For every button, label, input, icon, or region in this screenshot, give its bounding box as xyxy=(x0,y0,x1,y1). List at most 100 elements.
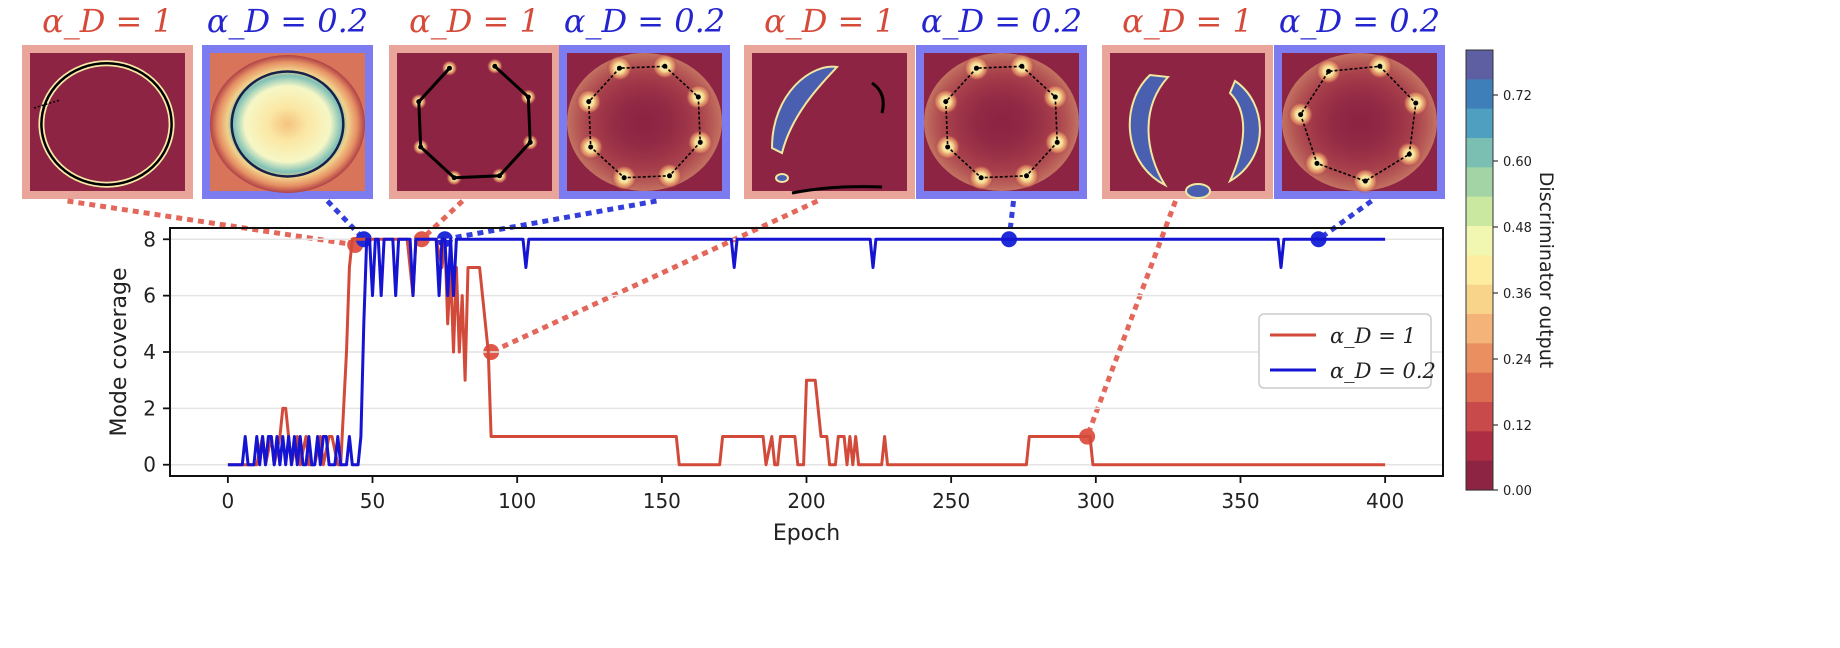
inset-heading: α_D = 1 xyxy=(764,2,895,40)
x-tick-label: 350 xyxy=(1221,489,1259,513)
colorbar-tick-label: 0.24 xyxy=(1503,353,1532,368)
colorbar-segment xyxy=(1466,460,1493,491)
mode-point xyxy=(616,65,622,71)
connector-3 xyxy=(444,198,657,242)
mode-point xyxy=(1052,94,1058,100)
discriminator-blob xyxy=(770,65,840,155)
y-tick-label: 2 xyxy=(143,396,156,420)
colorbar-segment xyxy=(1466,196,1493,227)
mode-point xyxy=(1314,160,1320,166)
colorbar-label: Discriminator output xyxy=(1535,172,1557,368)
colorbar-segment xyxy=(1466,79,1493,110)
colorbar-segment xyxy=(1466,255,1493,286)
series-line-1 xyxy=(227,237,1386,467)
mode-point xyxy=(973,65,979,71)
colorbar-segment xyxy=(1466,226,1493,256)
connector-4 xyxy=(490,198,819,355)
colorbar-segment xyxy=(1466,402,1493,432)
inset-panel-1: α_D = 0.2 xyxy=(202,2,373,199)
y-tick-label: 0 xyxy=(143,453,156,477)
inset-heading: α_D = 1 xyxy=(1122,2,1253,40)
mode-point xyxy=(446,65,452,71)
y-axis-label: Mode coverage xyxy=(107,267,132,436)
discriminator-field xyxy=(210,55,365,193)
discriminator-blob xyxy=(1185,183,1211,199)
colorbar-tick-label: 0.00 xyxy=(1503,484,1532,499)
mode-point xyxy=(1413,100,1419,106)
colorbar-tick-label: 0.72 xyxy=(1503,89,1532,104)
inset-heading: α_D = 1 xyxy=(42,2,173,40)
colorbar-frame xyxy=(1465,49,1494,491)
inset-panel-0: α_D = 1 xyxy=(22,2,193,199)
x-tick-label: 0 xyxy=(221,489,234,513)
y-tick-label: 8 xyxy=(143,227,156,251)
sample-ring xyxy=(230,70,345,178)
colorbar-segment xyxy=(1466,284,1493,315)
inset-heading: α_D = 1 xyxy=(409,2,540,40)
mode-point xyxy=(416,99,422,105)
mode-point xyxy=(418,144,424,150)
mode-point xyxy=(1024,173,1030,179)
x-axis-label: Epoch xyxy=(773,521,840,546)
inset-panel-3: α_D = 0.2 xyxy=(559,2,730,199)
mode-point xyxy=(697,139,703,145)
inset-background xyxy=(397,53,552,191)
sample-ring xyxy=(40,62,173,186)
mode-point xyxy=(1362,178,1368,184)
inset-heading: α_D = 0.2 xyxy=(564,2,725,40)
x-tick-label: 200 xyxy=(787,489,825,513)
legend-label: α_D = 0.2 xyxy=(1330,359,1436,383)
x-tick-label: 100 xyxy=(498,489,536,513)
x-tick-label: 400 xyxy=(1366,489,1404,513)
connector-1 xyxy=(325,199,366,241)
colorbar-segment xyxy=(1466,314,1493,344)
mode-point xyxy=(492,63,498,69)
mode-point xyxy=(945,144,951,150)
mode-point xyxy=(662,63,668,69)
sample-path xyxy=(871,81,885,114)
connector-6 xyxy=(1084,200,1178,438)
mode-point xyxy=(695,94,701,100)
legend: α_D = 1 α_D = 0.2 xyxy=(1258,313,1436,389)
discriminator-blob xyxy=(1128,73,1171,188)
discriminator-blob xyxy=(775,173,789,183)
colorbar-segment xyxy=(1466,372,1493,403)
colorbar-segment xyxy=(1466,138,1493,168)
mode-point xyxy=(586,99,592,105)
x-tick-label: 150 xyxy=(643,489,681,513)
sample-path xyxy=(1299,65,1417,182)
sample-path xyxy=(417,65,532,180)
inset-heading: α_D = 0.2 xyxy=(921,2,1082,40)
inset-heading: α_D = 0.2 xyxy=(207,2,368,40)
sample-scatter xyxy=(33,99,61,109)
colorbar-segment xyxy=(1466,50,1493,80)
mode-point xyxy=(525,94,531,100)
mode-point xyxy=(1019,63,1025,69)
colorbar-tick-label: 0.60 xyxy=(1503,155,1532,170)
inset-panels: α_D = 1 α_D = 0.2 α_D = 1 α_D = 0.2 α_D = 1 α… xyxy=(22,2,1445,199)
colorbar-tick-label: 0.48 xyxy=(1503,221,1532,236)
mode-point xyxy=(1377,63,1383,69)
mode-point xyxy=(527,139,533,145)
mode-point xyxy=(451,175,457,181)
colorbar-tick-label: 0.36 xyxy=(1503,287,1532,302)
mode-point xyxy=(588,144,594,150)
inset-panel-4: α_D = 1 xyxy=(744,2,915,199)
mode-point xyxy=(1326,68,1332,74)
x-tick-label: 300 xyxy=(1077,489,1115,513)
plot-area: 0 50 100 150 200 250 300 350 400 0 2 4 6 8 Epoch Mode c… xyxy=(107,227,1444,546)
legend-label: α_D = 1 xyxy=(1330,324,1416,348)
connector-7 xyxy=(1317,198,1373,242)
mode-point xyxy=(621,175,627,181)
discriminator-haze xyxy=(567,53,722,191)
mode-point xyxy=(667,173,673,179)
y-tick-label: 6 xyxy=(143,284,156,308)
mode-point xyxy=(943,99,949,105)
discriminator-blob xyxy=(1227,79,1261,184)
connector-2 xyxy=(419,199,465,242)
x-tick-label: 50 xyxy=(360,489,385,513)
inset-panel-2: α_D = 1 xyxy=(389,2,560,199)
inset-background xyxy=(30,53,185,191)
inset-heading: α_D = 0.2 xyxy=(1279,2,1440,40)
